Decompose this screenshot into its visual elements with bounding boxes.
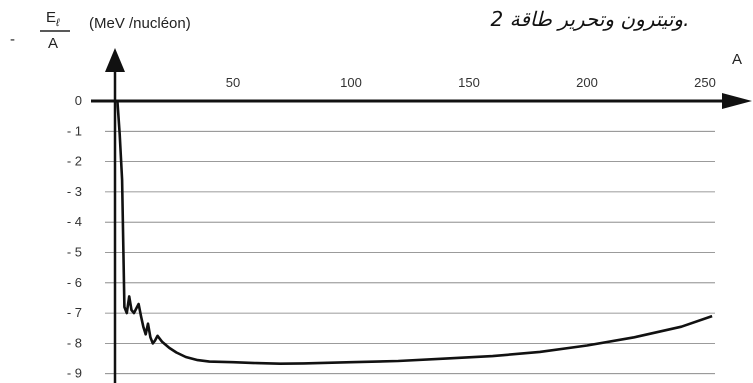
y-label-prefix: - xyxy=(10,31,15,48)
header-text: 2 وتيترون وتحرير طاقة. xyxy=(491,7,690,31)
binding-energy-curve xyxy=(116,100,713,365)
x-tick-label: 150 xyxy=(458,75,480,90)
x-tick-label: 100 xyxy=(340,75,362,90)
y-label-numerator: Eℓ xyxy=(46,9,60,29)
x-tick-labels: 50 100 150 200 250 xyxy=(226,75,716,90)
y-label-unit: (MeV /nucléon) xyxy=(89,15,191,32)
y-tick-label: - 2 xyxy=(67,154,82,169)
x-tick-label: 50 xyxy=(226,75,240,90)
x-axis-arrowhead xyxy=(722,93,752,109)
x-axis-label: A xyxy=(732,51,742,68)
gridlines xyxy=(105,130,715,375)
y-axis-label: - Eℓ A (MeV /nucléon) xyxy=(10,9,191,52)
y-tick-label: 0 xyxy=(75,93,82,108)
y-tick-label: - 5 xyxy=(67,245,82,260)
y-axis-arrowhead xyxy=(105,48,125,72)
y-tick-label: - 9 xyxy=(67,366,82,381)
y-tick-label: - 8 xyxy=(67,335,82,350)
series-group xyxy=(116,100,713,365)
x-tick-label: 200 xyxy=(576,75,598,90)
x-tick-label: 250 xyxy=(694,75,716,90)
y-tick-labels: 0 - 1 - 2 - 3 - 4 - 5 - 6 - 7 - 8 - 9 xyxy=(67,93,82,381)
y-tick-label: - 7 xyxy=(67,305,82,320)
y-tick-label: - 6 xyxy=(67,275,82,290)
y-tick-label: - 4 xyxy=(67,214,82,229)
y-tick-label: - 1 xyxy=(67,123,82,138)
y-tick-label: - 3 xyxy=(67,184,82,199)
y-label-denominator: A xyxy=(48,35,58,52)
